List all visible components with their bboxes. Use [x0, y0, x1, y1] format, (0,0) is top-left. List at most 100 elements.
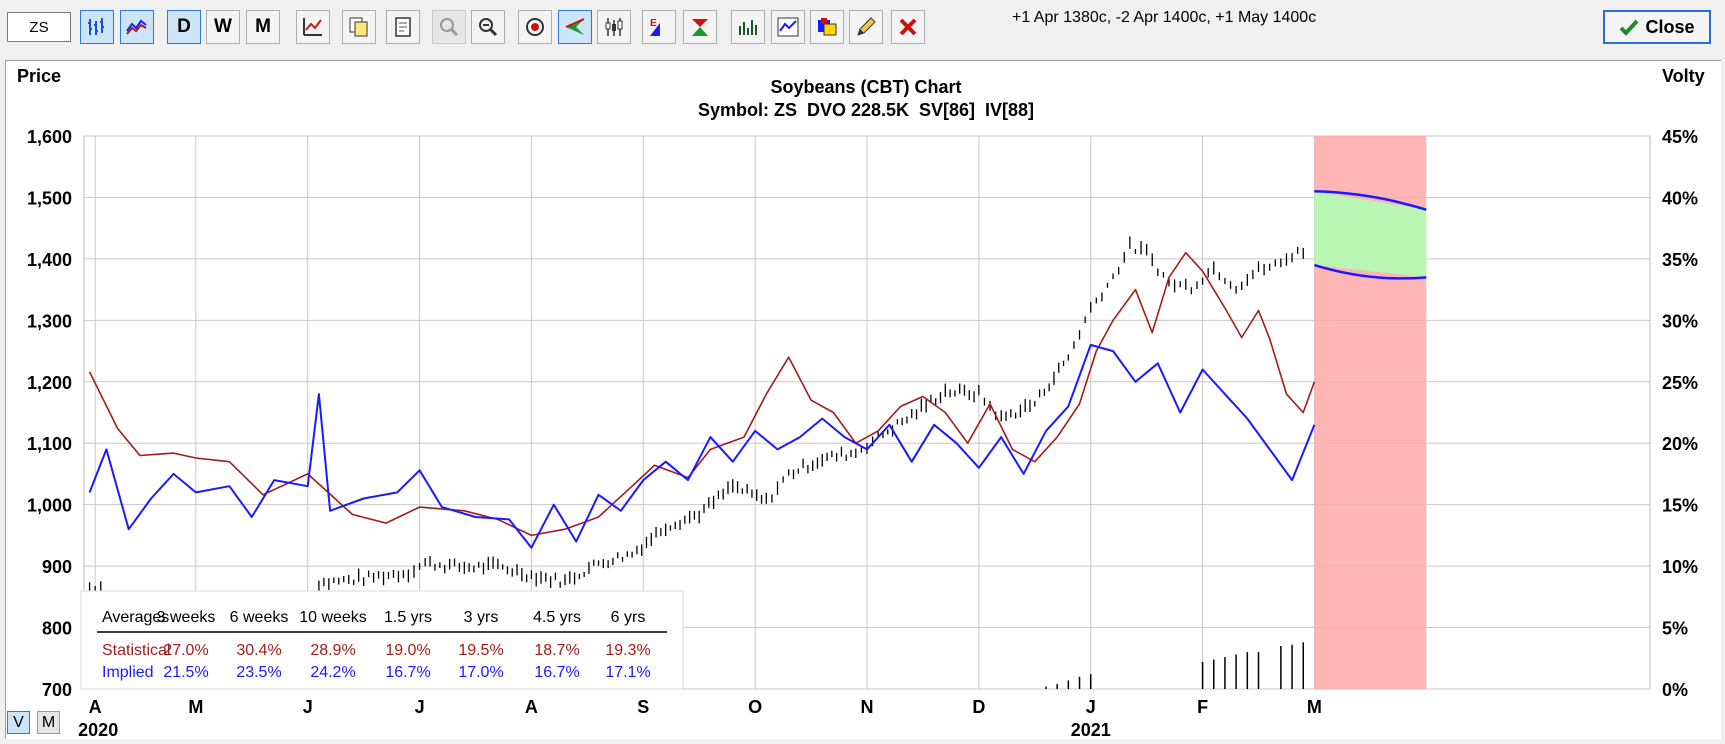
y-tick-left: 1,600 [27, 127, 72, 147]
chart-subtitle: Symbol: ZS DVO 228.5K SV[86] IV[88] [698, 100, 1034, 120]
y-tick-right: 30% [1662, 311, 1698, 331]
strategy-info-text: +1 Apr 1380c, -2 Apr 1400c, +1 May 1400c [1012, 9, 1317, 26]
price-series [88, 236, 1304, 594]
dividend-button[interactable] [683, 10, 717, 44]
y-tick-left: 1,000 [27, 496, 72, 516]
y-tick-left: 1,100 [27, 434, 72, 454]
monthly-button[interactable]: M [246, 10, 280, 44]
volume-bars [1045, 642, 1304, 689]
x-tick-label: N [861, 697, 874, 717]
volatility-series [88, 251, 1316, 549]
table-row-label: Statistical [102, 642, 170, 659]
volume-button[interactable] [731, 10, 765, 44]
averages-table-bg [80, 590, 684, 690]
projection-lower-line [1314, 263, 1427, 280]
table-header-cell: 6 yrs [611, 609, 646, 626]
svg-text:E: E [650, 18, 657, 29]
pencil-icon [857, 17, 876, 36]
implied-line [88, 343, 1316, 549]
statistical-line [88, 251, 1316, 537]
zoom-in-icon [440, 18, 459, 37]
candlestick-icon [605, 18, 623, 36]
table-header-cell: 6 weeks [230, 609, 289, 626]
delete-button[interactable] [891, 10, 925, 44]
table-cell: 21.5% [163, 664, 208, 681]
color-button[interactable] [810, 10, 844, 44]
table-cell: 16.7% [385, 664, 430, 681]
table-header-cell: 10 weeks [299, 609, 367, 626]
y-tick-right: 5% [1662, 619, 1688, 639]
x-tick-label: D [972, 697, 985, 717]
y-axis-label-left: Price [17, 66, 61, 86]
table-header-cell: 3 weeks [157, 609, 216, 626]
copy-button[interactable] [342, 10, 376, 44]
bar-chart-button[interactable] [80, 10, 114, 44]
x-tick-label: F [1197, 697, 1208, 717]
palette-icon [818, 18, 837, 36]
checkmark-icon [1620, 19, 1639, 36]
arrow-button[interactable] [558, 10, 592, 44]
table-row-label: Implied [102, 664, 154, 681]
year-label: 2020 [78, 720, 118, 739]
table-cell: 27.0% [163, 642, 208, 659]
table-cell: 24.2% [310, 664, 355, 681]
earnings-button[interactable]: E [642, 10, 676, 44]
x-tick-label: J [415, 697, 425, 717]
earnings-icon: E [650, 18, 660, 36]
line-chart-button[interactable] [120, 10, 154, 44]
chart-panel: Soybeans (CBT) Chart Symbol: ZS DVO 228.… [5, 60, 1721, 740]
study-icon [303, 18, 322, 36]
x-tick-label: J [303, 697, 313, 717]
y-tick-right: 10% [1662, 557, 1698, 577]
y-tick-right: 45% [1662, 127, 1698, 147]
line-chart-icon [126, 19, 147, 35]
table-cell: 30.4% [236, 642, 281, 659]
table-cell: 16.7% [534, 664, 579, 681]
symbol-input[interactable] [7, 12, 71, 42]
y-tick-left: 800 [42, 619, 72, 639]
projection-green-band [1314, 191, 1427, 278]
target-button[interactable] [518, 10, 552, 44]
table-header-cell: 3 yrs [464, 609, 499, 626]
chart-title: Soybeans (CBT) Chart [770, 77, 961, 97]
x-tick-label: A [525, 697, 538, 717]
projection-upper-line [1314, 190, 1427, 211]
table-header-cell: 1.5 yrs [384, 609, 432, 626]
view-v-button[interactable]: V [7, 711, 30, 734]
daily-button-label: D [177, 16, 191, 37]
y-axis-label-right: Volty [1662, 66, 1705, 86]
table-cell: 28.9% [310, 642, 355, 659]
indicator-icon [777, 17, 799, 37]
table-cell: 19.0% [385, 642, 430, 659]
y-tick-right: 15% [1662, 496, 1698, 516]
study-button[interactable] [296, 10, 330, 44]
x-tick-label: M [1307, 697, 1322, 717]
axis-labels: 1,600 1,500 1,400 1,300 1,200 1,100 1,000 900 80… [27, 127, 1698, 740]
indicator-button[interactable] [771, 10, 805, 44]
zoom-out-button[interactable] [471, 10, 505, 44]
candlestick-button[interactable] [597, 10, 631, 44]
table-header-cell: Averages [102, 609, 169, 626]
close-x-icon [899, 18, 917, 36]
x-tick-label: M [188, 697, 203, 717]
y-tick-left: 1,300 [27, 311, 72, 331]
weekly-button[interactable]: W [206, 10, 240, 44]
print-button[interactable] [386, 10, 420, 44]
daily-button[interactable]: D [167, 10, 201, 44]
weekly-button-label: W [214, 16, 232, 37]
close-button[interactable]: Close [1603, 10, 1711, 44]
y-tick-left: 1,200 [27, 373, 72, 393]
y-tick-left: 900 [42, 557, 72, 577]
y-tick-right: 0% [1662, 680, 1688, 700]
x-tick-label: O [748, 697, 762, 717]
table-cell: 19.5% [458, 642, 503, 659]
zoom-out-icon [479, 18, 498, 37]
volatility-chart[interactable]: Soybeans (CBT) Chart Symbol: ZS DVO 228.… [6, 61, 1721, 740]
zoom-in-button[interactable] [432, 10, 466, 44]
x-tick-label: J [1086, 697, 1096, 717]
view-m-button[interactable]: M [37, 711, 60, 734]
monthly-button-label: M [255, 16, 271, 37]
draw-button[interactable] [849, 10, 883, 44]
print-icon [395, 17, 411, 37]
